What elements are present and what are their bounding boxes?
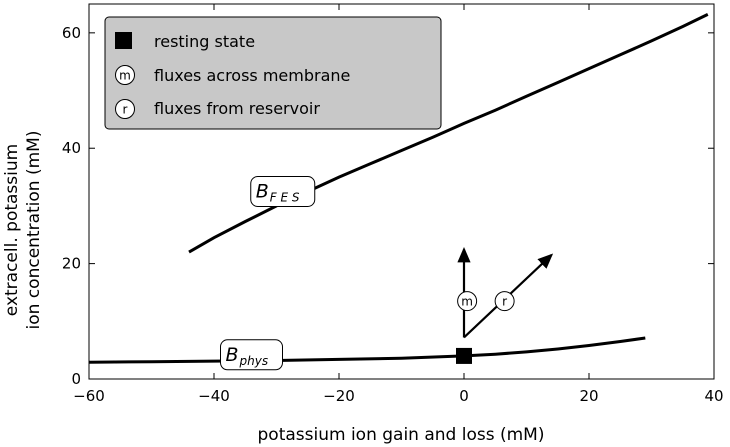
y-axis-label-line-2: ion concentration (mM) (24, 131, 44, 330)
legend-box (104, 16, 442, 130)
y-tick-label: 0 (71, 370, 81, 388)
x-tick-label: −60 (73, 387, 105, 405)
curve-label: Bphys (226, 344, 269, 368)
x-tick-label: 20 (579, 387, 598, 405)
curve-label-box (250, 176, 316, 207)
ticks: −60 −40 −20 0 20 40 0 20 40 60 (62, 4, 724, 405)
flux-symbol-r: r (502, 295, 507, 309)
flux-symbol-m: m (461, 295, 473, 309)
x-tick-label: −20 (323, 387, 355, 405)
x-tick-label: 40 (704, 387, 723, 405)
flux-circle-r (494, 291, 515, 312)
curve-label-box (220, 339, 283, 371)
legend-label-resting: resting state (154, 32, 255, 51)
legend-symbol-r: r (123, 103, 128, 117)
flux-circle-m (457, 291, 478, 312)
y-axis-label: extracell. potassium ion concentration (… (2, 131, 44, 330)
legend-label-reservoir: fluxes from reservoir (154, 99, 320, 118)
legend-symbol-m: m (119, 69, 131, 83)
y-tick-label: 40 (62, 139, 81, 157)
legend-circle-marker-r (115, 99, 135, 119)
y-tick-label: 20 (62, 255, 81, 273)
curve-label: BF E S (256, 181, 300, 205)
y-tick-label: 60 (62, 24, 81, 42)
resting-state-marker (456, 347, 472, 364)
legend-label-membrane: fluxes across membrane (154, 66, 350, 85)
legend-circle-marker-m (115, 65, 135, 85)
series-line-FES (188, 13, 709, 254)
legend: resting state m fluxes across membrane r… (104, 16, 442, 130)
legend-square-marker (115, 32, 132, 49)
x-tick-label: 0 (459, 387, 469, 405)
y-axis-label-line-1: extracell. potassium (2, 144, 22, 316)
annotations: m r BF E S Bphys (220, 176, 554, 371)
x-tick-label: −40 (198, 387, 230, 405)
x-axis-label: potassium ion gain and loss (mM) (258, 425, 545, 445)
